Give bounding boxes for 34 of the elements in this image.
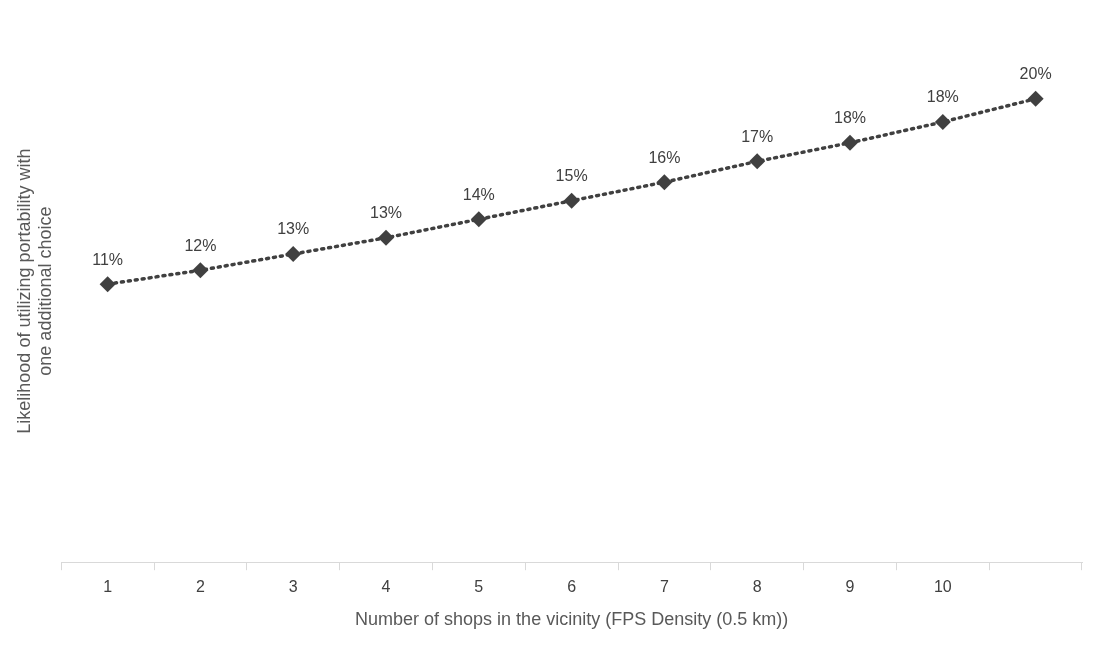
x-tick-label: 4 xyxy=(381,578,391,596)
point xyxy=(378,229,394,246)
text: 18% xyxy=(833,109,867,127)
point xyxy=(285,246,302,263)
x-tick-label: 8 xyxy=(752,578,762,596)
text: 12% xyxy=(184,236,217,254)
y-axis-title: Likelihood of utilizing portability with one additional choice xyxy=(13,148,56,434)
text: 14% xyxy=(462,185,495,203)
text: 16% xyxy=(648,148,681,166)
x-tick-label: 2 xyxy=(195,578,205,596)
x-tick-label: 3 xyxy=(288,578,298,596)
text: 18% xyxy=(926,88,959,106)
text: 15% xyxy=(555,167,588,185)
point xyxy=(656,174,673,191)
point xyxy=(1027,90,1044,107)
x-tick-label: 7 xyxy=(659,578,669,596)
point xyxy=(563,192,580,209)
text: 13% xyxy=(277,220,310,238)
x-tick-label: 10 xyxy=(933,578,952,596)
point xyxy=(192,262,209,279)
x-tick-label: 1 xyxy=(103,578,113,596)
x-tick-label: 9 xyxy=(845,578,855,596)
x-tick-label: 6 xyxy=(567,578,577,596)
point xyxy=(99,276,116,293)
x-axis-title: Number of shops in the vicinity (FPS Density (0.5 km)) xyxy=(355,609,789,630)
point xyxy=(470,211,487,228)
point xyxy=(842,134,858,151)
text: 20% xyxy=(1019,65,1052,83)
point xyxy=(934,113,951,130)
point xyxy=(749,153,766,170)
text: 11% xyxy=(92,250,124,268)
text: 17% xyxy=(741,127,774,145)
x-tick-label: 5 xyxy=(474,578,484,596)
text: 13% xyxy=(369,204,403,222)
